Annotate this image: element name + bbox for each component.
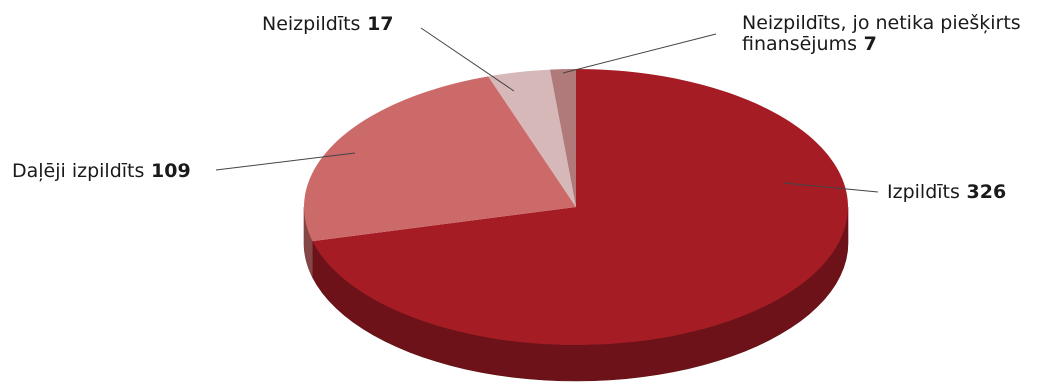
slice-3 bbox=[549, 69, 576, 207]
data-label-1-name: Daļēji izpildīts bbox=[12, 160, 144, 182]
data-label-1-value: 109 bbox=[144, 160, 190, 182]
slice-0 bbox=[312, 69, 848, 345]
leader-line-2 bbox=[420, 27, 515, 92]
leader-lines bbox=[215, 27, 879, 193]
data-label-0-value: 326 bbox=[960, 181, 1006, 203]
data-label-1: Daļēji izpildīts 109 bbox=[12, 160, 191, 182]
data-label-2-value: 17 bbox=[360, 13, 393, 35]
pie-tops bbox=[304, 69, 848, 345]
data-label-2: Neizpildīts 17 bbox=[262, 13, 394, 35]
slice-side-1 bbox=[303, 207, 313, 278]
data-label-0: Izpildīts 326 bbox=[887, 181, 1006, 203]
data-label-3-value: 7 bbox=[857, 33, 877, 55]
data-label-3: Neizpildīts, jo netika piešķirts finansēj… bbox=[742, 12, 1021, 55]
leader-line-0 bbox=[783, 182, 879, 193]
data-label-2-name: Neizpildīts bbox=[262, 13, 360, 35]
slice-1 bbox=[304, 76, 576, 242]
data-labels: Izpildīts 326 Daļēji izpildīts 109 Neizpil… bbox=[12, 12, 1021, 203]
leader-line-3 bbox=[562, 33, 717, 74]
data-label-3-name: finansējums bbox=[742, 33, 857, 55]
data-label-3-name: Neizpildīts, jo netika piešķirts bbox=[742, 12, 1021, 34]
data-label-0-name: Izpildīts bbox=[887, 181, 960, 203]
leader-line-1 bbox=[215, 152, 356, 171]
slice-2 bbox=[488, 69, 576, 207]
